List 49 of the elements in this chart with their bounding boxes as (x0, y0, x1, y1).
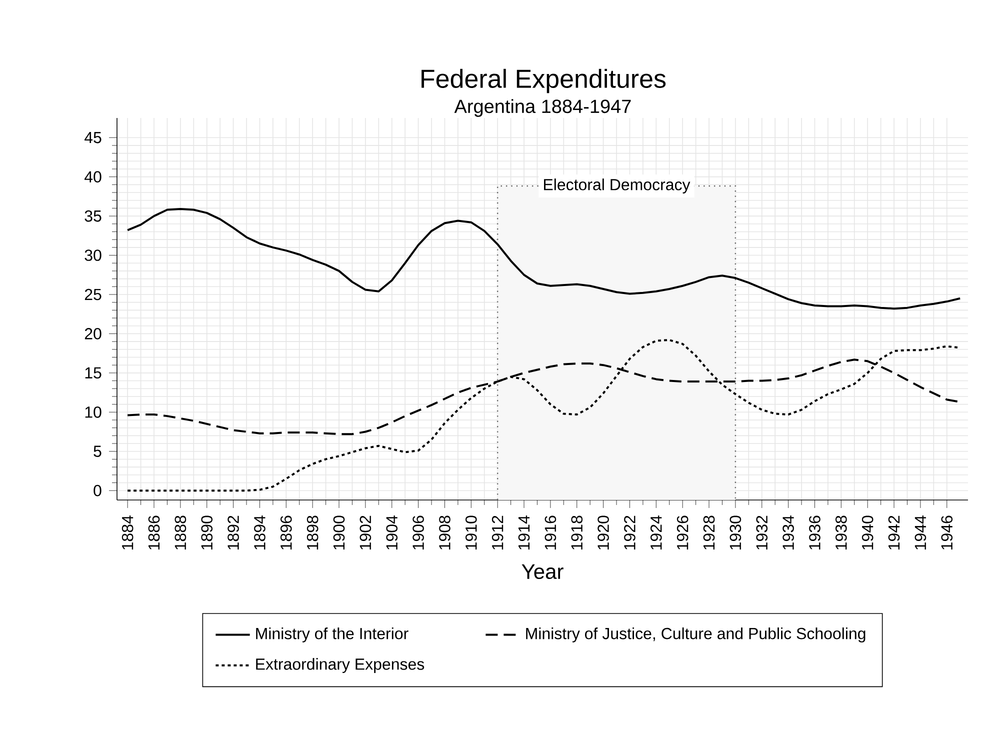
x-tick-label: 1888 (174, 516, 186, 550)
x-tick-label: 1892 (228, 516, 239, 550)
x-tick-label: 1912 (492, 516, 504, 550)
x-tick-label: 1902 (360, 516, 372, 550)
x-tick-label: 1932 (756, 516, 768, 550)
x-tick-label: 1898 (306, 516, 318, 550)
y-tick-label: 15 (85, 367, 102, 379)
y-tick-label: 10 (85, 406, 102, 418)
x-tick-label: 1900 (333, 516, 345, 550)
x-tick-label: 1944 (914, 516, 926, 550)
x-tick-label: 1918 (571, 516, 583, 550)
x-tick-label: 1908 (439, 516, 450, 550)
x-tick-label: 1890 (201, 516, 213, 550)
x-tick-label: 1896 (280, 516, 292, 550)
x-tick-label: 1926 (676, 516, 688, 550)
legend-label: Extraordinary Expenses (256, 658, 424, 673)
chart-title: Federal Expenditures (422, 68, 666, 94)
x-tick-label: 1936 (809, 516, 820, 550)
x-tick-label: 1884 (122, 516, 134, 550)
x-tick-label: 1910 (465, 516, 477, 550)
x-tick-label: 1924 (650, 516, 662, 550)
x-tick-label: 1906 (412, 516, 424, 550)
x-tick-label: 1938 (836, 516, 847, 550)
x-tick-label: 1904 (386, 516, 398, 550)
y-tick-label: 30 (84, 250, 102, 261)
x-tick-label: 1922 (624, 516, 636, 550)
y-tick-label: 35 (84, 210, 102, 222)
x-tick-label: 1886 (148, 516, 160, 550)
x-tick-label: 1946 (941, 516, 953, 550)
y-tick-label: 0 (94, 484, 102, 496)
y-tick-label: 40 (84, 171, 102, 182)
y-tick-label: 45 (84, 132, 102, 144)
x-tick-label: 1920 (598, 516, 609, 550)
y-tick-label: 25 (84, 288, 102, 300)
x-axis-title: Year (522, 564, 564, 580)
x-tick-label: 1928 (703, 516, 715, 550)
x-tick-label: 1934 (782, 516, 794, 550)
x-tick-label: 1916 (544, 516, 556, 550)
x-tick-label: 1930 (730, 516, 742, 550)
x-tick-label: 1914 (518, 516, 530, 550)
x-tick-label: 1942 (888, 516, 900, 550)
x-tick-label: 1894 (254, 516, 266, 550)
y-tick-label: 5 (94, 446, 102, 457)
x-tick-label: 1940 (862, 516, 874, 550)
chart-subtitle: Argentina 1884-1947 (454, 99, 631, 117)
band-label: Electoral Democracy (544, 178, 690, 194)
y-tick-label: 20 (84, 328, 102, 340)
legend-label: Ministry of the Interior (256, 627, 408, 642)
legend-label: Ministry of Justice, Culture and Public Schooling (526, 627, 866, 642)
